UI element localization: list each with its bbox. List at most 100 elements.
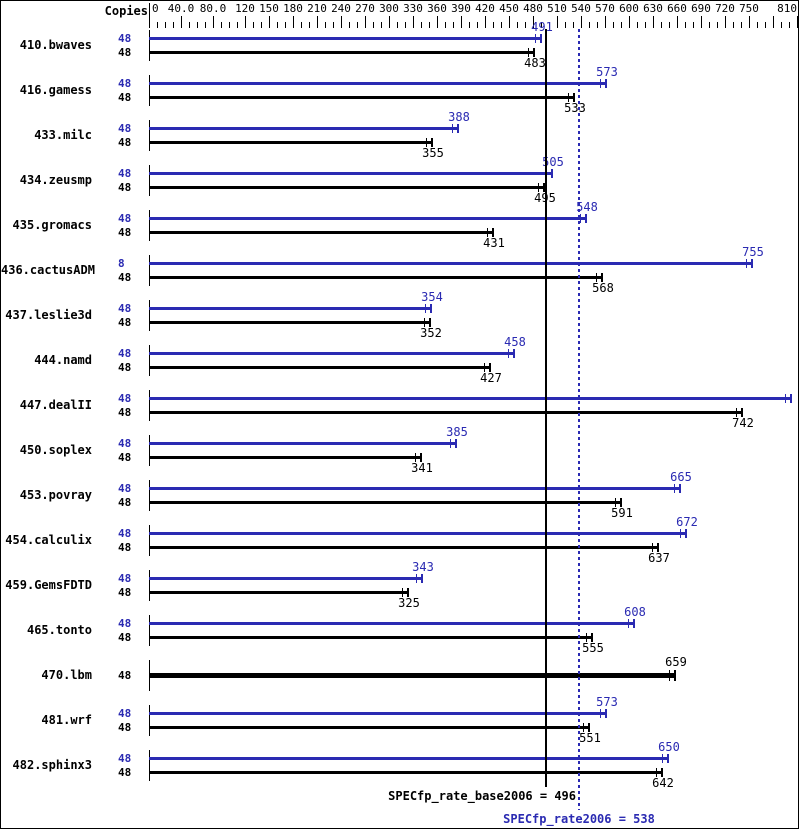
axis-tick-label: 510: [547, 2, 567, 15]
base-bar-whisker: [484, 363, 485, 372]
base-bar: [149, 276, 603, 279]
axis-tick-major: [509, 16, 510, 28]
base-copies: 48: [118, 586, 132, 599]
base-value-label: 325: [398, 596, 420, 610]
row-origin-line: [149, 255, 150, 286]
axis-tick-label: 240: [331, 2, 351, 15]
row-origin-line: [149, 390, 150, 421]
axis-tick-minor: [469, 22, 470, 28]
base-bar-whisker: [586, 633, 587, 642]
peak-bar: [149, 487, 681, 490]
axis-tick-label: 660: [667, 2, 687, 15]
axis-tick-minor: [517, 22, 518, 28]
axis-tick-major: [797, 16, 798, 28]
base-copies: 48: [118, 406, 132, 419]
merged-copies: 48: [118, 669, 132, 682]
benchmark-name: 444.namd: [34, 353, 92, 367]
base-copies: 48: [118, 136, 132, 149]
axis-tick-minor: [733, 22, 734, 28]
axis-tick-major: [213, 16, 214, 28]
peak-bar-whisker: [746, 259, 747, 268]
peak-value-label: 573: [596, 695, 618, 709]
axis-tick-label: 630: [643, 2, 663, 15]
peak-bar-whisker: [662, 754, 663, 763]
peak-bar-whisker: [416, 574, 417, 583]
base-copies: 48: [118, 541, 132, 554]
peak-bar: [149, 217, 587, 220]
merged-bar: [149, 673, 676, 678]
base-value-label: 341: [411, 461, 433, 475]
base-bar-whisker: [528, 48, 529, 57]
base-bar: [149, 771, 663, 774]
axis-tick-minor: [349, 22, 350, 28]
row-origin-line: [149, 120, 150, 151]
base-bar-cap: [591, 633, 593, 642]
base-bar: [149, 411, 743, 414]
axis-tick-major: [485, 16, 486, 28]
axis-tick-minor: [277, 22, 278, 28]
axis-tick-minor: [309, 22, 310, 28]
base-bar-cap: [431, 138, 433, 147]
axis-tick-major: [317, 16, 318, 28]
axis-tick-minor: [493, 22, 494, 28]
axis-tick-minor: [205, 22, 206, 28]
base-bar-cap: [620, 498, 622, 507]
peak-bar: [149, 307, 432, 310]
row-origin-line: [149, 345, 150, 376]
axis-tick-major: [749, 16, 750, 28]
axis-tick-minor: [285, 22, 286, 28]
peak-value-label: 385: [446, 425, 468, 439]
base-bar-whisker: [402, 588, 403, 597]
axis-tick-minor: [253, 22, 254, 28]
axis-tick-major: [365, 16, 366, 28]
benchmark-name: 459.GemsFDTD: [5, 578, 92, 592]
peak-value-label: 608: [624, 605, 646, 619]
base-bar-cap: [573, 93, 575, 102]
base-value-label: 742: [732, 416, 754, 430]
base-value-label: 352: [420, 326, 442, 340]
axis-tick-label: 80.0: [199, 2, 227, 15]
peak-bar-cap: [421, 574, 423, 583]
axis-tick-major: [557, 16, 558, 28]
axis-tick-minor: [549, 22, 550, 28]
peak-bar-whisker: [508, 349, 509, 358]
peak-bar-cap: [585, 214, 587, 223]
row-origin-line: [149, 750, 150, 781]
merged-bar-cap: [674, 670, 676, 681]
benchmark-name: 437.leslie3d: [5, 308, 92, 322]
peak-bar-cap: [667, 754, 669, 763]
axis-tick-label: 750: [739, 2, 759, 15]
peak-bar: [149, 172, 553, 175]
peak-bar-whisker: [425, 304, 426, 313]
base-bar-whisker: [736, 408, 737, 417]
axis-tick-minor: [445, 22, 446, 28]
base-total-text: SPECfp_rate_base2006 = 496: [388, 789, 576, 803]
base-bar: [149, 546, 659, 549]
peak-bar-whisker: [785, 394, 786, 403]
axis-tick-label: 300: [379, 2, 399, 15]
axis-tick-major: [389, 16, 390, 28]
row-origin-line: [149, 75, 150, 106]
peak-value-label: 650: [658, 740, 680, 754]
axis-tick-minor: [165, 22, 166, 28]
peak-bar-whisker: [580, 214, 581, 223]
base-bar-whisker: [424, 318, 425, 327]
peak-bar: [149, 532, 687, 535]
peak-bar: [149, 757, 669, 760]
axis-tick-major: [269, 16, 270, 28]
base-copies: 48: [118, 46, 132, 59]
base-copies: 48: [118, 271, 132, 284]
base-copies: 48: [118, 451, 132, 464]
peak-value-label: 458: [504, 335, 526, 349]
benchmark-name: 465.tonto: [26, 623, 92, 637]
base-copies: 48: [118, 496, 132, 509]
axis-tick-minor: [621, 22, 622, 28]
base-value-label: 431: [483, 236, 505, 250]
axis-tick-major: [677, 16, 678, 28]
row-origin-line: [149, 165, 150, 196]
base-bar-cap: [741, 408, 743, 417]
axis-tick-minor: [429, 22, 430, 28]
axis-tick-minor: [709, 22, 710, 28]
base-bar-whisker: [568, 93, 569, 102]
peak-copies: 48: [118, 707, 132, 720]
